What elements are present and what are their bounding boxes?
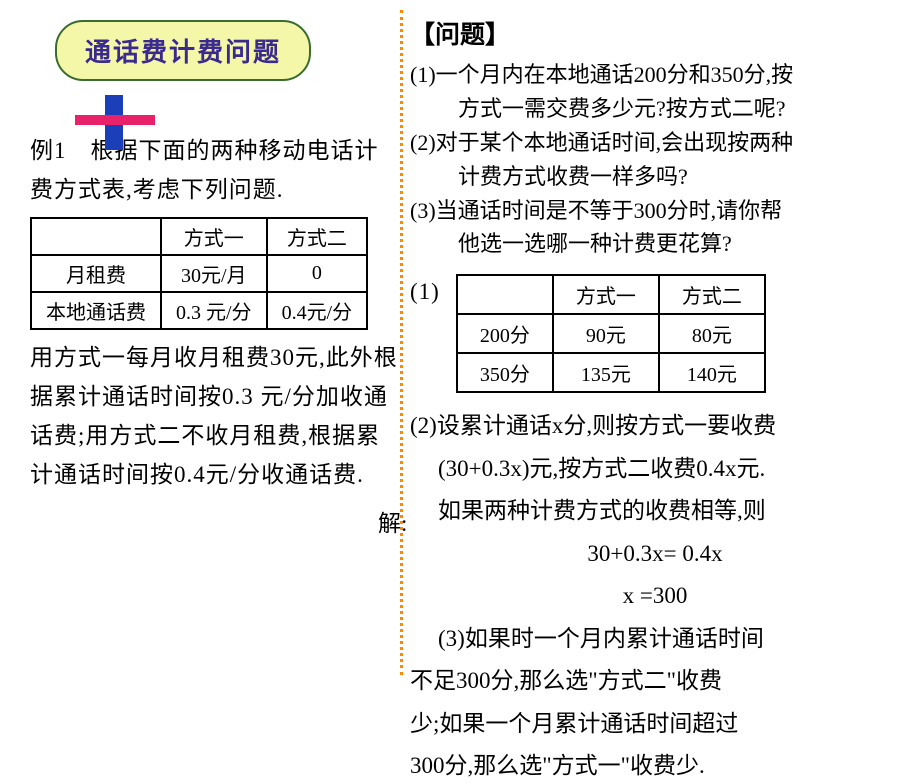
page-title: 通话费计费问题 [55, 20, 311, 81]
decoration [75, 95, 155, 150]
th-plan1: 方式一 [161, 218, 267, 255]
solution-label: 解: [378, 504, 407, 538]
pink-bar [75, 115, 155, 125]
answer3-l3: 少;如果一个月累计通话时间超过 [410, 707, 900, 742]
plan-table: 方式一方式二 月租费30元/月0 本地通话费0.3 元/分0.4元/分 [30, 217, 368, 330]
th-plan2: 方式二 [267, 218, 368, 255]
q3-line1: (3)当通话时间是不等于300分时,请你帮 [410, 195, 900, 227]
q1-line1: (1)一个月内在本地通话200分和350分,按 [410, 59, 900, 91]
left-column: 通话费计费问题 例1 根据下面的两种移动电话计费方式表,考虑下列问题. 方式一方… [30, 20, 400, 495]
answer3-l2: 不足300分,那么选"方式二"收费 [410, 664, 900, 699]
vertical-divider [400, 10, 403, 675]
q2-line1: (2)对于某个本地通话时间,会出现按两种 [410, 127, 900, 159]
row-local: 本地通话费 [31, 292, 161, 329]
answer2-l2: (30+0.3x)元,按方式二收费0.4x元. [410, 452, 900, 487]
answer3-l1: (3)如果时一个月内累计通话时间 [410, 622, 900, 657]
answer2-l3: 如果两种计费方式的收费相等,则 [410, 494, 900, 529]
question-title: 【问题】 [410, 15, 900, 51]
answer-table: 方式一方式二 200分90元80元 350分135元140元 [456, 274, 766, 393]
title-container: 通话费计费问题 [55, 20, 400, 81]
sol1-label: (1) [410, 272, 440, 311]
equation2: x =300 [410, 579, 900, 614]
row-rent: 月租费 [31, 255, 161, 292]
q1-line2: 方式一需交费多少元?按方式二呢? [410, 93, 900, 125]
answer3-l4: 300分,那么选"方式一"收费少. [410, 749, 900, 784]
q3-line2: 他选一选哪一种计费更花算? [410, 228, 900, 260]
description: 用方式一每月收月租费30元,此外根据累计通话时间按0.3 元/分加收通话费;用方… [30, 338, 400, 494]
equation1: 30+0.3x= 0.4x [410, 537, 900, 572]
answer2-l1: (2)设累计通话x分,则按方式一要收费 [410, 409, 900, 444]
q2-line2: 计费方式收费一样多吗? [410, 161, 900, 193]
right-column: 【问题】 (1)一个月内在本地通话200分和350分,按 方式一需交费多少元?按… [410, 15, 900, 784]
